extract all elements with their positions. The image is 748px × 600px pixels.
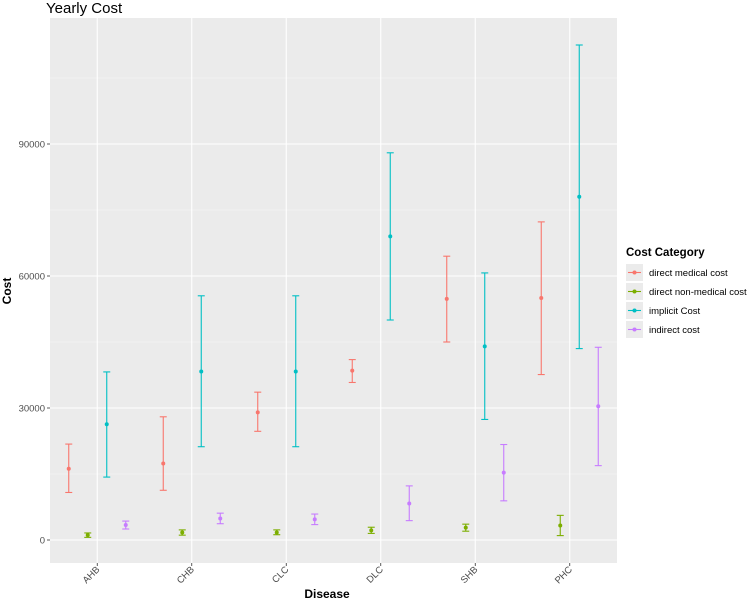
x-tick-label: CLC (270, 564, 291, 585)
legend-label: implicit Cost (649, 306, 701, 317)
data-point (501, 470, 506, 475)
legend-item: implicit Cost (626, 302, 701, 319)
x-tick-label: AHB (81, 564, 103, 586)
legend-item: direct medical cost (626, 264, 728, 281)
legend-key-point (632, 308, 637, 313)
data-point (596, 404, 601, 409)
data-point (539, 296, 544, 300)
data-point (369, 528, 374, 533)
data-point (199, 369, 204, 374)
x-axis-title: Disease (304, 587, 350, 600)
series-implicit-cost (103, 44, 583, 478)
legend-key-point (632, 270, 637, 275)
grid-major (50, 18, 617, 563)
data-point (388, 234, 393, 239)
series-direct-medical-cost (65, 221, 545, 494)
x-tick-label: SHB (459, 564, 481, 586)
data-point (123, 523, 128, 528)
data-point (274, 530, 279, 535)
data-point (104, 422, 109, 427)
data-point (407, 501, 412, 506)
x-axis: AHB CHB CLC DLC SHB PHC (81, 563, 575, 586)
data-point (350, 368, 355, 373)
y-axis: 0 30000 60000 90000 (19, 140, 50, 547)
legend-key-point (632, 327, 637, 332)
data-point (218, 516, 223, 521)
data-point (463, 525, 468, 530)
y-axis-title: Cost (0, 278, 14, 305)
data-point (312, 517, 317, 522)
data-point (180, 530, 185, 535)
data-point (255, 410, 260, 415)
data-point (482, 344, 487, 349)
grid-minor (50, 77, 617, 475)
y-tick-label: 60000 (19, 272, 45, 283)
legend-label: direct non-medical cost (649, 287, 747, 298)
y-tick-label: 90000 (19, 140, 45, 151)
legend-key-point (632, 289, 637, 294)
plot-panel (50, 18, 617, 563)
series-direct-non-medical-cost (84, 514, 564, 538)
series-indirect-cost (122, 346, 602, 530)
data-point (558, 523, 563, 528)
y-tick-label: 30000 (19, 404, 45, 415)
x-tick-label: DLC (365, 564, 386, 585)
chart-title: Yearly Cost (46, 0, 123, 17)
data-point (444, 296, 449, 301)
legend-item: direct non-medical cost (626, 283, 747, 300)
legend: Cost Category direct medical cost direct … (626, 247, 747, 338)
x-tick-label: PHC (553, 564, 575, 586)
y-tick-label: 0 (40, 536, 45, 547)
data-point (85, 533, 90, 538)
chart-marks (65, 44, 602, 538)
data-point (66, 466, 71, 471)
legend-label: direct medical cost (649, 268, 728, 279)
data-point (161, 461, 166, 466)
data-point (293, 369, 298, 374)
data-point (577, 194, 582, 199)
x-tick-label: CHB (175, 564, 197, 586)
legend-title: Cost Category (626, 247, 705, 259)
legend-label: indirect cost (649, 325, 700, 336)
legend-item: indirect cost (626, 321, 700, 338)
